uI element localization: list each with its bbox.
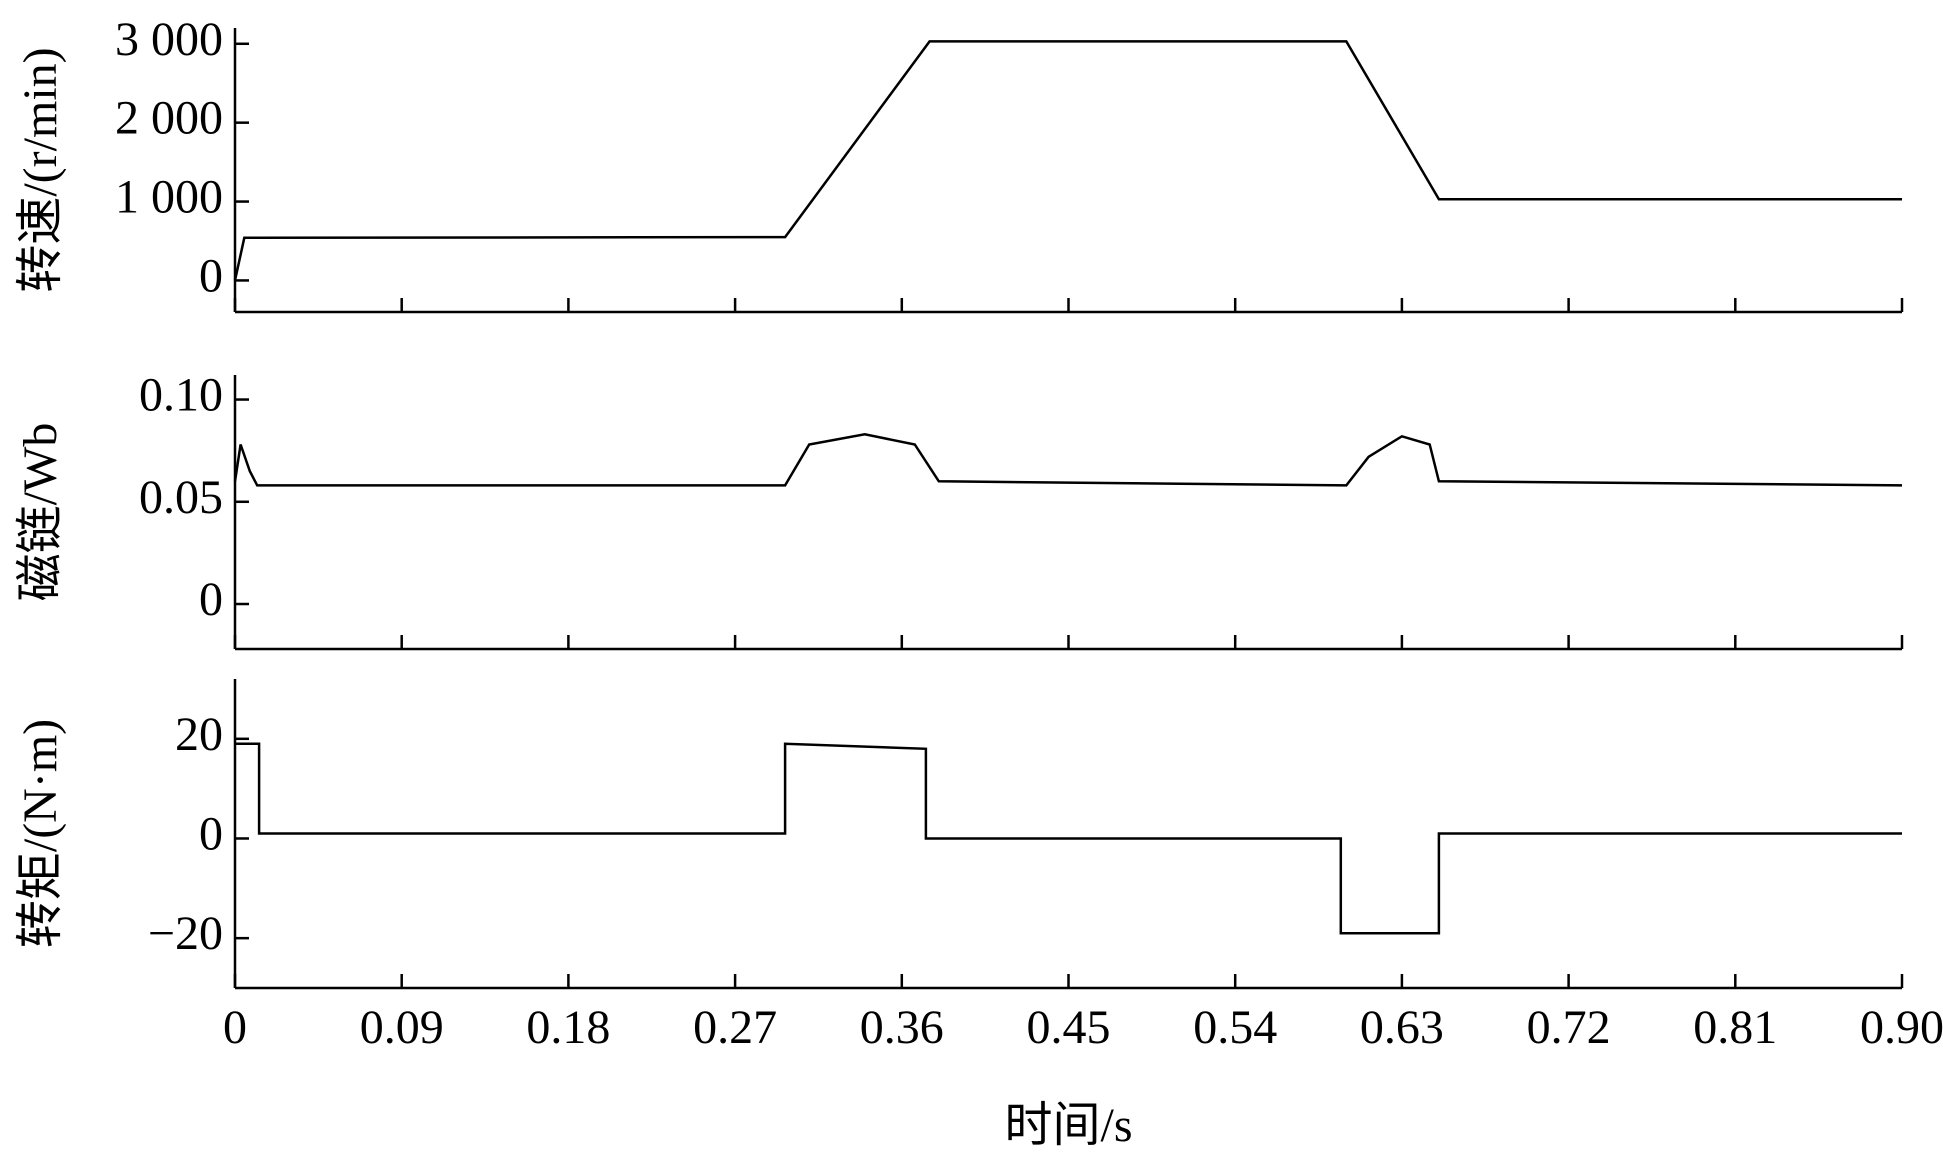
y-axis-label: 转速/(r/min) [14, 47, 67, 292]
y-tick-label: −20 [148, 907, 223, 960]
y-tick-label: 0.05 [139, 471, 223, 524]
y-tick-label: 0 [199, 249, 223, 302]
x-axis-label: 时间/s [1004, 1099, 1132, 1152]
x-tick-label: 0.18 [526, 1001, 610, 1054]
y-axis-label: 转矩/(N·m) [14, 719, 67, 948]
x-tick-label: 0.72 [1527, 1001, 1611, 1054]
y-tick-label: 0.10 [139, 369, 223, 422]
x-tick-label: 0.90 [1860, 1001, 1943, 1054]
x-tick-label: 0.36 [860, 1001, 944, 1054]
x-tick-label: 0.81 [1693, 1001, 1777, 1054]
data-line [233, 433, 1903, 487]
x-tick-label: 0.27 [693, 1001, 777, 1054]
x-tick-label: 0.45 [1027, 1001, 1111, 1054]
x-tick-label: 0.63 [1360, 1001, 1444, 1054]
y-axis-label: 磁链/Wb [14, 423, 67, 602]
y-tick-label: 0 [199, 573, 223, 626]
x-tick-label: 0 [223, 1001, 247, 1054]
x-tick-label: 0.54 [1193, 1001, 1277, 1054]
y-tick-label: 3 000 [115, 13, 223, 66]
x-tick-label: 0.09 [360, 1001, 444, 1054]
y-tick-label: 2 000 [115, 92, 223, 145]
y-tick-label: 1 000 [115, 171, 223, 224]
data-line [235, 742, 1902, 935]
y-tick-label: 20 [175, 708, 223, 761]
y-tick-label: 0 [199, 807, 223, 860]
data-line [233, 40, 1902, 281]
